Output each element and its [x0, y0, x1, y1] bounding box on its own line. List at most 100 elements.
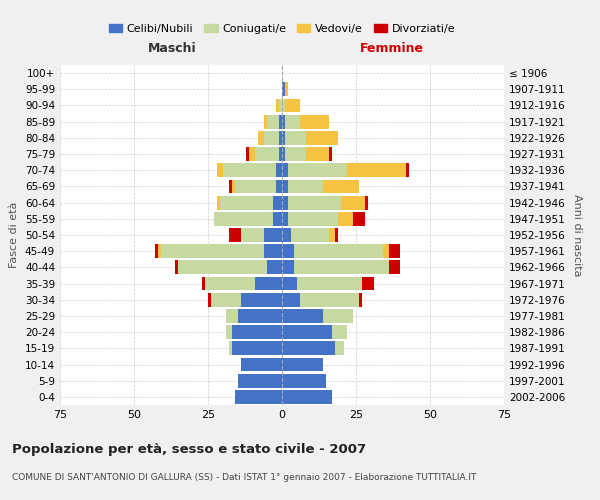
Bar — [282, 164, 288, 177]
Bar — [285, 98, 300, 112]
Bar — [288, 212, 338, 226]
Bar — [365, 196, 368, 209]
Bar — [282, 98, 285, 112]
Bar — [256, 147, 279, 161]
Bar — [259, 131, 264, 144]
Bar — [282, 131, 285, 144]
Bar — [264, 131, 279, 144]
Bar — [353, 212, 365, 226]
Bar — [285, 82, 288, 96]
Bar — [232, 326, 282, 339]
Bar — [158, 244, 161, 258]
Bar — [241, 358, 282, 372]
Bar — [282, 374, 326, 388]
Bar — [282, 228, 291, 242]
Bar — [332, 326, 347, 339]
Bar — [282, 196, 288, 209]
Bar — [389, 260, 400, 274]
Bar — [232, 180, 235, 194]
Bar — [285, 147, 305, 161]
Bar — [282, 358, 323, 372]
Bar — [282, 180, 288, 194]
Bar — [362, 276, 374, 290]
Bar — [282, 147, 285, 161]
Bar — [288, 196, 341, 209]
Bar — [329, 228, 335, 242]
Bar — [329, 147, 332, 161]
Bar — [323, 180, 359, 194]
Bar — [267, 115, 279, 128]
Bar — [250, 147, 256, 161]
Bar — [288, 180, 323, 194]
Bar — [406, 164, 409, 177]
Bar — [335, 342, 344, 355]
Bar — [208, 293, 211, 306]
Bar — [267, 260, 282, 274]
Bar — [155, 244, 158, 258]
Bar — [226, 326, 232, 339]
Bar — [229, 228, 241, 242]
Bar — [291, 228, 329, 242]
Bar — [256, 276, 282, 290]
Bar — [347, 164, 406, 177]
Bar — [273, 196, 282, 209]
Bar — [217, 196, 220, 209]
Bar — [229, 342, 232, 355]
Text: Femmine: Femmine — [359, 42, 424, 56]
Bar — [264, 115, 267, 128]
Bar — [161, 244, 264, 258]
Bar — [235, 390, 282, 404]
Bar — [220, 196, 273, 209]
Bar — [323, 309, 353, 323]
Bar — [285, 115, 300, 128]
Bar — [264, 228, 282, 242]
Bar — [238, 309, 282, 323]
Legend: Celibi/Nubili, Coniugati/e, Vedovi/e, Divorziati/e: Celibi/Nubili, Coniugati/e, Vedovi/e, Di… — [104, 20, 460, 38]
Bar — [335, 228, 338, 242]
Bar — [276, 98, 279, 112]
Bar — [232, 342, 282, 355]
Bar — [294, 244, 383, 258]
Bar — [214, 212, 273, 226]
Bar — [247, 147, 250, 161]
Bar — [238, 374, 282, 388]
Text: Popolazione per età, sesso e stato civile - 2007: Popolazione per età, sesso e stato civil… — [12, 442, 366, 456]
Bar — [279, 131, 282, 144]
Bar — [226, 309, 238, 323]
Bar — [175, 260, 178, 274]
Bar — [241, 293, 282, 306]
Text: Maschi: Maschi — [148, 42, 197, 56]
Bar — [300, 115, 329, 128]
Y-axis label: Fasce di età: Fasce di età — [10, 202, 19, 268]
Bar — [276, 164, 282, 177]
Bar — [282, 276, 297, 290]
Bar — [282, 115, 285, 128]
Bar — [282, 244, 294, 258]
Bar — [264, 244, 282, 258]
Bar — [282, 260, 294, 274]
Bar — [273, 212, 282, 226]
Bar — [288, 164, 347, 177]
Bar — [359, 293, 362, 306]
Text: COMUNE DI SANT'ANTONIO DI GALLURA (SS) - Dati ISTAT 1° gennaio 2007 - Elaborazio: COMUNE DI SANT'ANTONIO DI GALLURA (SS) -… — [12, 472, 476, 482]
Bar — [305, 131, 338, 144]
Bar — [300, 293, 359, 306]
Bar — [223, 164, 276, 177]
Bar — [229, 180, 232, 194]
Bar — [235, 180, 276, 194]
Bar — [282, 326, 332, 339]
Bar — [276, 180, 282, 194]
Y-axis label: Anni di nascita: Anni di nascita — [572, 194, 582, 276]
Bar — [389, 244, 400, 258]
Bar — [282, 212, 288, 226]
Bar — [202, 276, 205, 290]
Bar — [279, 115, 282, 128]
Bar — [383, 244, 389, 258]
Bar — [282, 309, 323, 323]
Bar — [178, 260, 267, 274]
Bar — [297, 276, 362, 290]
Bar — [205, 276, 256, 290]
Bar — [211, 293, 241, 306]
Bar — [279, 98, 282, 112]
Bar — [285, 131, 305, 144]
